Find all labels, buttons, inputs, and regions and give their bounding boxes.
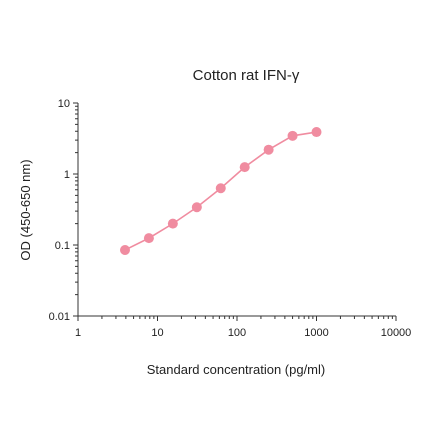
data-point [287,130,298,141]
x-tick-label: 1000 [304,327,328,339]
data-point [239,162,250,173]
data-point [191,202,202,213]
y-tick-label: 1 [64,169,70,181]
x-tick-label: 100 [228,327,246,339]
data-point [167,218,178,229]
y-tick-label: 0.1 [55,240,70,252]
data-point [263,144,274,155]
y-tick-label: 10 [58,98,70,110]
y-axis-label: OD (450-650 nm) [18,159,33,260]
series-layer [119,127,322,256]
y-axis: 0.01 0.1 1 10 [49,98,79,323]
x-tick-label: 1 [75,327,81,339]
data-point [143,233,154,244]
x-axis: 1 10 100 1000 10000 [75,315,412,339]
x-tick-label: 10000 [381,327,412,339]
data-point [311,127,322,138]
data-point [119,245,130,256]
chart-title: Cotton rat IFN-γ [193,67,300,84]
data-point [215,183,226,194]
y-tick-label: 0.01 [49,311,70,323]
x-axis-label: Standard concentration (pg/ml) [147,362,325,377]
x-tick-label: 10 [151,327,163,339]
